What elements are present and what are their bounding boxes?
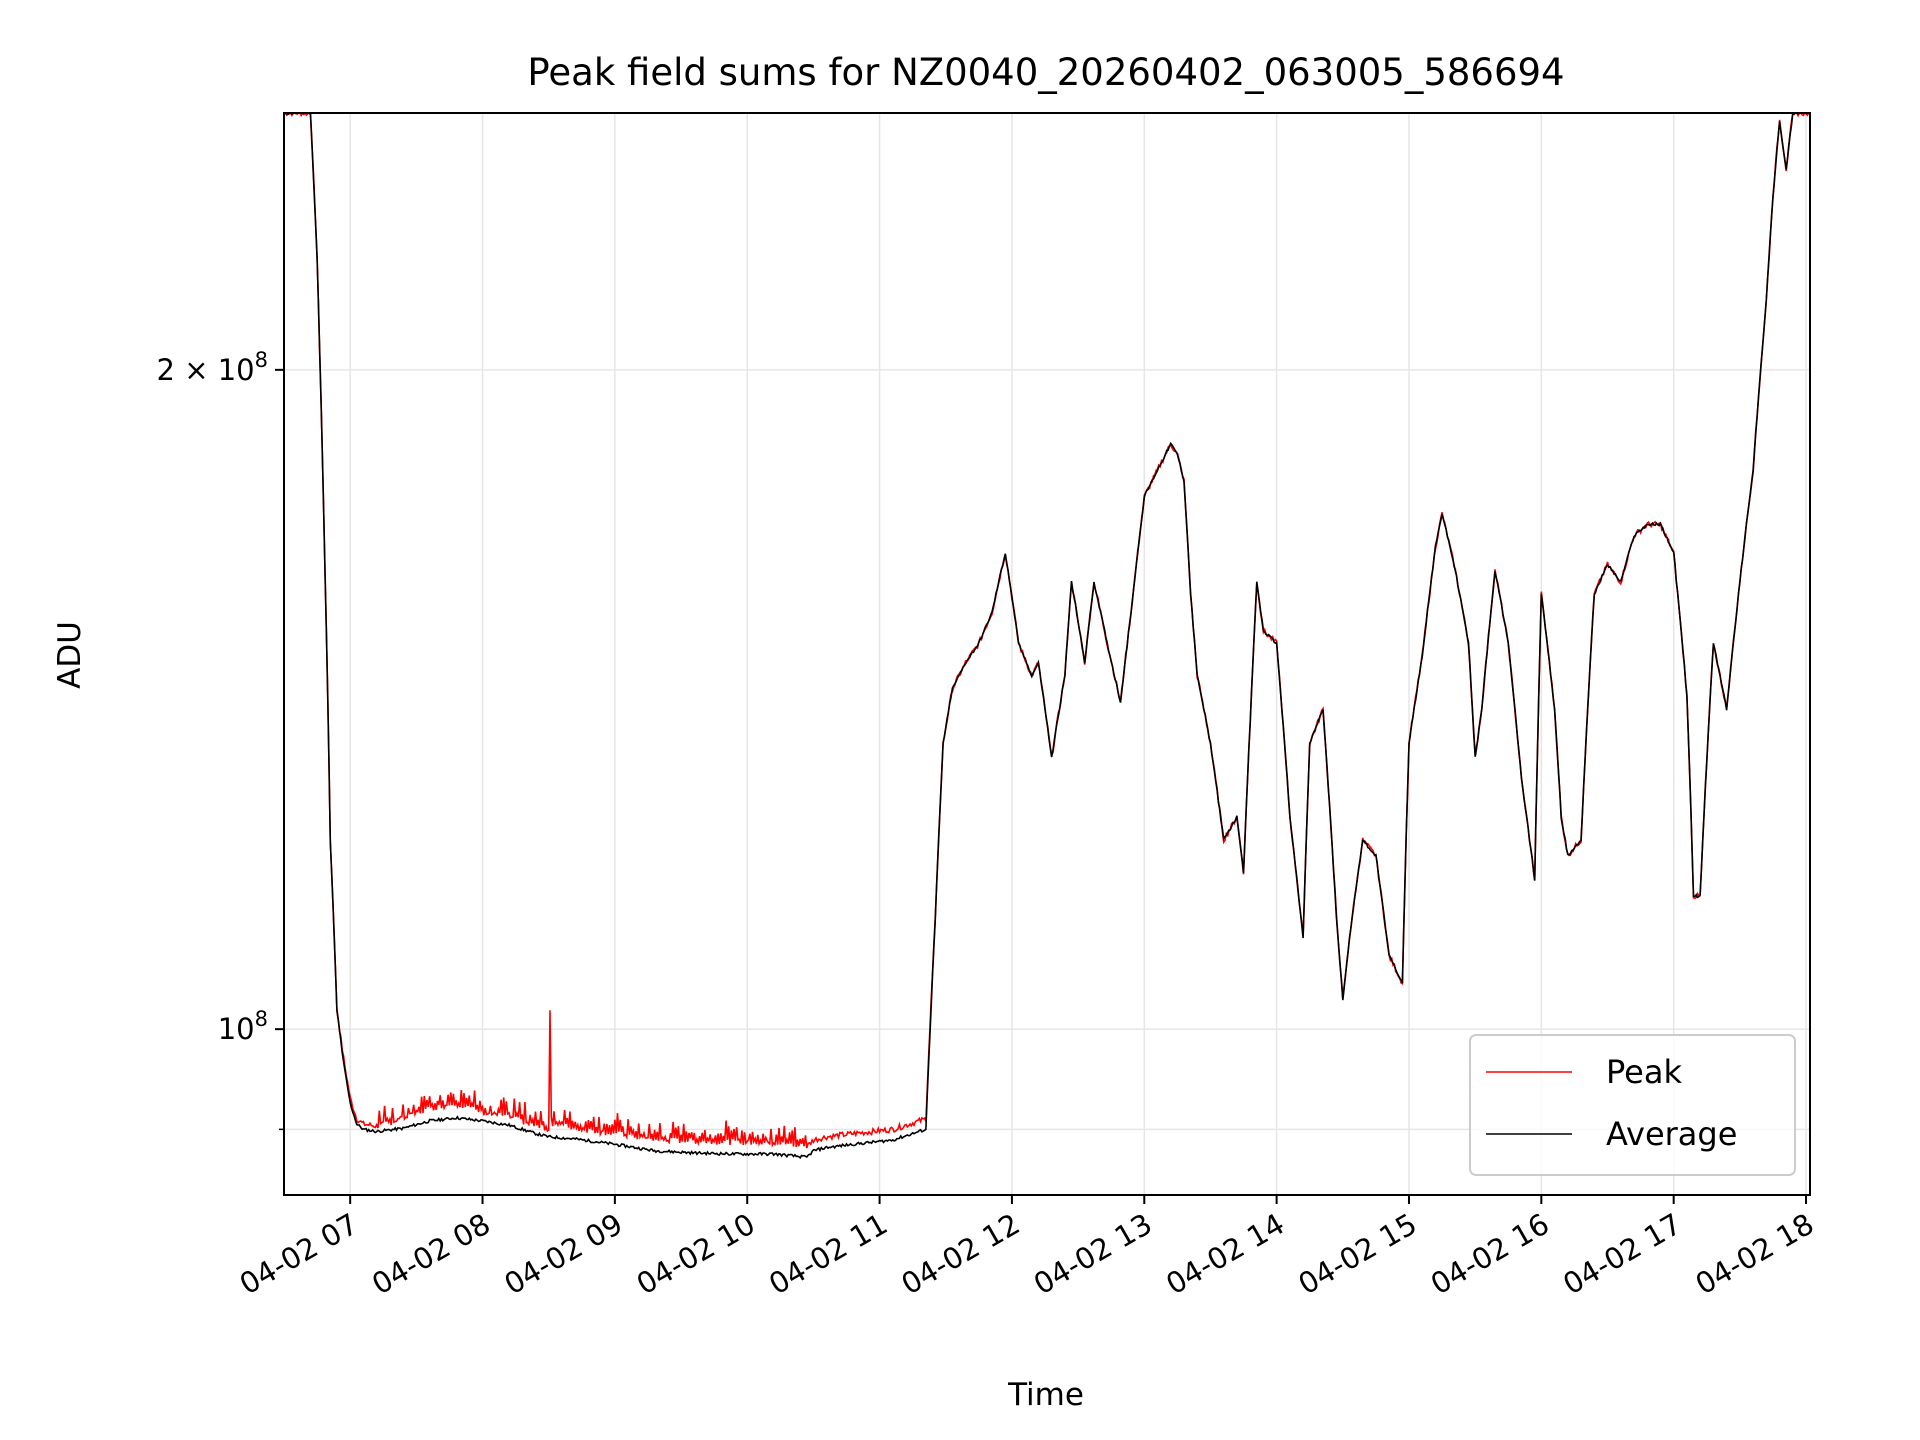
legend-peak-label: Peak (1606, 1053, 1682, 1091)
x-axis-label: Time (1007, 1377, 1084, 1413)
y-tick-label: 108 (218, 1007, 268, 1046)
y-axis: 108 2 × 108 (157, 348, 284, 1131)
legend-average-label: Average (1606, 1115, 1737, 1153)
legend: Peak Average (1469, 1034, 1796, 1176)
plot-frame (283, 112, 1811, 1196)
grid (284, 113, 1810, 1195)
y-tick-label: 2 × 108 (157, 348, 268, 387)
legend-box (1469, 1034, 1796, 1176)
series-layer (284, 113, 1810, 1160)
y-axis-label: ADU (52, 621, 88, 689)
chart-title: Peak field sums for NZ0040_20260402_0630… (527, 51, 1564, 94)
series-line-average (284, 113, 1810, 1160)
